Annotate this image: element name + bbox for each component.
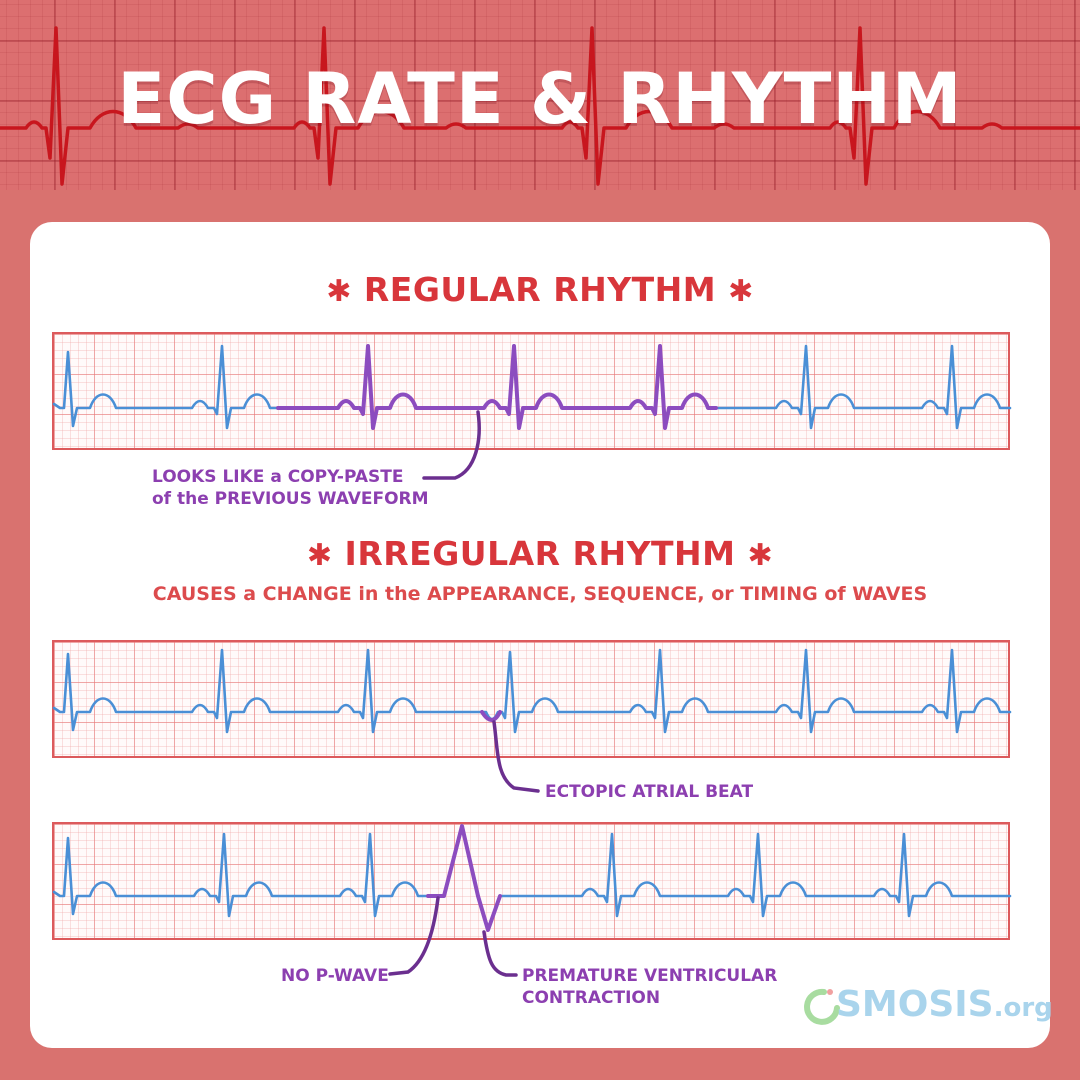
ectopic-trace-line xyxy=(52,648,1012,734)
highlighted-waveform xyxy=(276,344,718,430)
star-icon: ✱ xyxy=(728,274,754,309)
header-banner: ECG RATE & RHYTHM xyxy=(0,0,1080,190)
regular-rhythm-trace xyxy=(52,344,1012,430)
pvc-label-line-2: CONTRACTION xyxy=(522,988,661,1008)
copy-paste-annotation: LOOKS LIKE a COPY-PASTE of the PREVIOUS … xyxy=(152,466,429,510)
ectopic-atrial-beat-label: ECTOPIC ATRIAL BEAT xyxy=(545,782,754,802)
irregular-rhythm-heading: ✱ IRREGULAR RHYTHM ✱ xyxy=(0,534,1080,573)
inverted-p-wave xyxy=(480,710,502,722)
osmosis-logo: SMOSIS.org xyxy=(806,984,1053,1025)
star-icon: ✱ xyxy=(326,274,352,309)
pvc-strip xyxy=(52,822,1012,940)
header-ecg-trace xyxy=(0,26,1080,186)
no-p-wave-label: NO P-WAVE xyxy=(281,966,389,986)
star-icon: ✱ xyxy=(747,538,774,573)
logo-suffix: .org xyxy=(993,993,1053,1023)
regular-rhythm-title: REGULAR RHYTHM xyxy=(363,270,717,309)
ectopic-beat-strip xyxy=(52,640,1012,758)
page-title: ECG RATE & RHYTHM xyxy=(117,58,963,140)
irregular-rhythm-title: IRREGULAR RHYTHM xyxy=(344,534,736,573)
pvc-trace-after xyxy=(498,832,1012,918)
regular-rhythm-strip xyxy=(52,332,1012,450)
osmosis-logo-icon xyxy=(804,988,840,1025)
regular-trace-line xyxy=(52,344,1012,430)
pvc-trace xyxy=(52,824,1012,932)
premature-ventricular-contraction xyxy=(426,824,502,932)
annotation-line-2: of the PREVIOUS WAVEFORM xyxy=(152,489,429,509)
logo-name: SMOSIS xyxy=(836,984,994,1025)
pvc-trace-before xyxy=(52,832,430,918)
star-icon: ✱ xyxy=(306,538,333,573)
irregular-rhythm-subtitle: CAUSES a CHANGE in the APPEARANCE, SEQUE… xyxy=(152,583,928,605)
pvc-label: PREMATURE VENTRICULAR CONTRACTION xyxy=(522,965,777,1009)
pvc-label-line-1: PREMATURE VENTRICULAR xyxy=(522,966,778,986)
annotation-line-1: LOOKS LIKE a COPY-PASTE xyxy=(152,467,404,487)
regular-rhythm-heading: ✱ REGULAR RHYTHM ✱ xyxy=(0,270,1080,309)
header-ecg-line xyxy=(0,26,1080,186)
ectopic-beat-trace xyxy=(52,648,1012,734)
